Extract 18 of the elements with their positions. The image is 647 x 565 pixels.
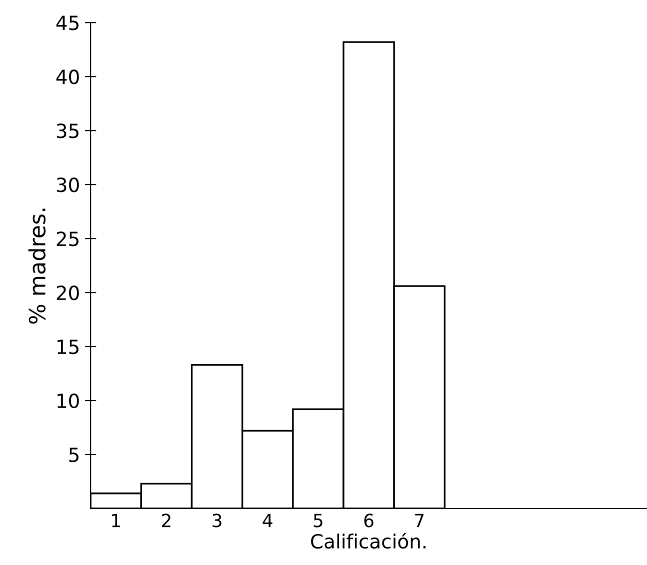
y-tick-label: 35 <box>56 124 78 138</box>
y-tick-label: 15 <box>58 340 78 354</box>
y-tick-label: 25 <box>56 232 78 246</box>
y-axis-title: % madres. <box>28 208 46 324</box>
x-axis-title: Calificación. <box>311 532 426 549</box>
x-tick-label: 7 <box>415 514 424 528</box>
x-tick-label: 1 <box>112 514 120 528</box>
y-tick-label: 30 <box>56 178 79 192</box>
x-tick-label: 4 <box>262 514 272 528</box>
y-tick-label: 10 <box>58 393 79 408</box>
y-tick-label: 20 <box>56 286 79 300</box>
x-tick-label: 5 <box>314 514 322 528</box>
y-tick-label: 40 <box>56 70 79 84</box>
x-tick-label: 2 <box>162 514 170 528</box>
y-tick-label: 45 <box>56 16 78 30</box>
x-tick-label: 6 <box>364 514 374 528</box>
x-tick-label: 3 <box>212 514 222 528</box>
y-tick-label: 5 <box>69 448 78 462</box>
